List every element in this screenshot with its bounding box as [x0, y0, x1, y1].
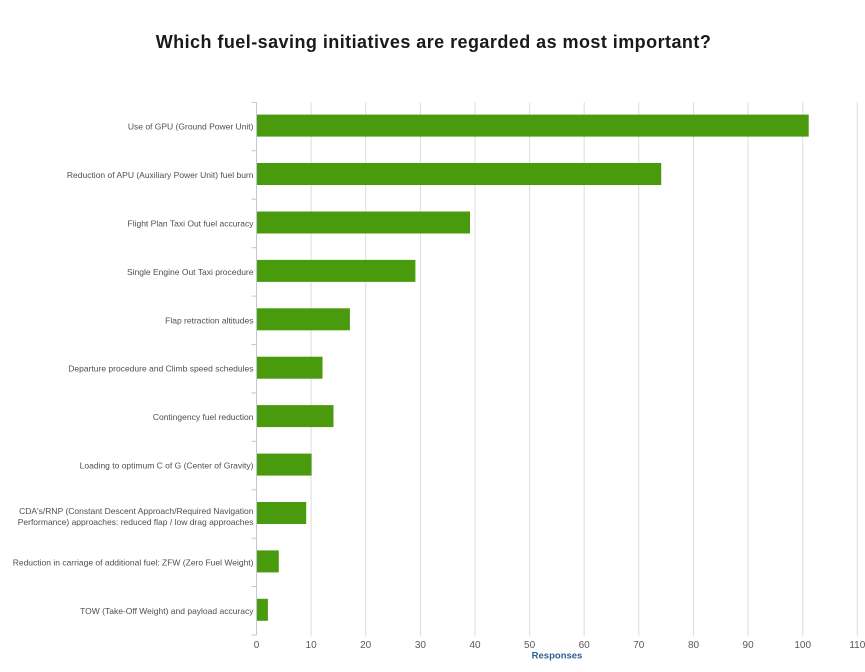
svg-text:30: 30	[415, 640, 427, 651]
svg-text:10: 10	[306, 640, 318, 651]
svg-text:Use of GPU (Ground Power Unit): Use of GPU (Ground Power Unit)	[128, 122, 254, 132]
svg-text:TOW (Take-Off Weight) and payl: TOW (Take-Off Weight) and payload accura…	[80, 606, 254, 616]
svg-text:90: 90	[743, 640, 755, 651]
svg-text:Performance) approaches: reduc: Performance) approaches: reduced flap / …	[18, 517, 254, 527]
svg-text:Reduction of APU (Auxiliary Po: Reduction of APU (Auxiliary Power Unit) …	[67, 170, 254, 180]
svg-text:80: 80	[688, 640, 700, 651]
svg-text:110: 110	[849, 640, 865, 651]
svg-text:40: 40	[469, 640, 481, 651]
svg-text:Single Engine Out Taxi procedu: Single Engine Out Taxi procedure	[127, 267, 254, 277]
svg-text:50: 50	[524, 640, 536, 651]
svg-text:Flight Plan Taxi Out fuel accu: Flight Plan Taxi Out fuel accuracy	[128, 219, 255, 229]
svg-text:Reduction in carriage of addit: Reduction in carriage of additional fuel…	[13, 557, 254, 567]
svg-text:Departure procedure and Climb: Departure procedure and Climb speed sche…	[68, 364, 253, 374]
svg-text:Flap retraction altitudes: Flap retraction altitudes	[165, 315, 253, 325]
svg-text:60: 60	[579, 640, 591, 651]
svg-text:100: 100	[794, 640, 811, 651]
svg-text:0: 0	[254, 640, 260, 651]
svg-text:Which fuel-saving initiatives: Which fuel-saving initiatives are regard…	[156, 32, 712, 52]
svg-text:70: 70	[633, 640, 645, 651]
svg-text:CDA's/RNP (Constant Descent Ap: CDA's/RNP (Constant Descent Approach/Req…	[19, 506, 254, 516]
svg-text:Contingency fuel reduction: Contingency fuel reduction	[153, 412, 254, 422]
svg-text:20: 20	[360, 640, 372, 651]
svg-text:Responses: Responses	[532, 651, 583, 662]
svg-text:Loading to optimum C of G (Cen: Loading to optimum C of G (Center of Gra…	[80, 461, 254, 471]
